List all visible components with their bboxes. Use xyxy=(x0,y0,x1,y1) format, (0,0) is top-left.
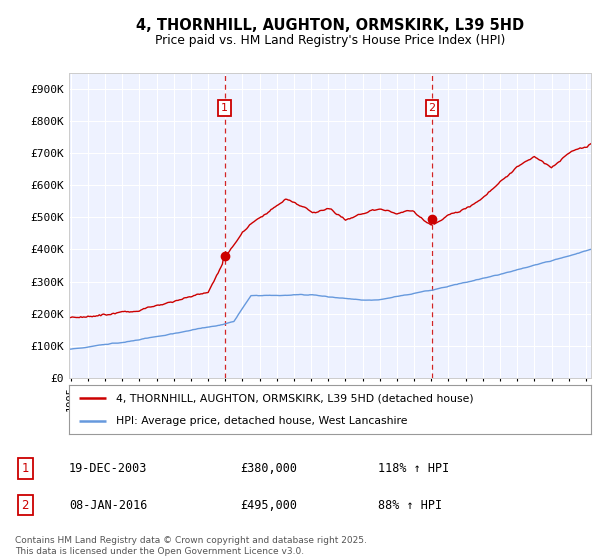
Text: £495,000: £495,000 xyxy=(240,498,297,512)
Text: This data is licensed under the Open Government Licence v3.0.: This data is licensed under the Open Gov… xyxy=(15,547,304,556)
Text: 88% ↑ HPI: 88% ↑ HPI xyxy=(378,498,442,512)
Text: Price paid vs. HM Land Registry's House Price Index (HPI): Price paid vs. HM Land Registry's House … xyxy=(155,34,505,47)
Text: 118% ↑ HPI: 118% ↑ HPI xyxy=(378,462,449,475)
Text: 4, THORNHILL, AUGHTON, ORMSKIRK, L39 5HD (detached house): 4, THORNHILL, AUGHTON, ORMSKIRK, L39 5HD… xyxy=(116,393,473,403)
Text: 2: 2 xyxy=(428,103,436,113)
Text: 19-DEC-2003: 19-DEC-2003 xyxy=(69,462,148,475)
Text: HPI: Average price, detached house, West Lancashire: HPI: Average price, detached house, West… xyxy=(116,416,407,426)
Text: 1: 1 xyxy=(22,462,29,475)
Text: £380,000: £380,000 xyxy=(240,462,297,475)
Text: 1: 1 xyxy=(221,103,228,113)
Text: Contains HM Land Registry data © Crown copyright and database right 2025.: Contains HM Land Registry data © Crown c… xyxy=(15,536,367,545)
Text: 4, THORNHILL, AUGHTON, ORMSKIRK, L39 5HD: 4, THORNHILL, AUGHTON, ORMSKIRK, L39 5HD xyxy=(136,18,524,32)
Text: 2: 2 xyxy=(22,498,29,512)
Text: 08-JAN-2016: 08-JAN-2016 xyxy=(69,498,148,512)
